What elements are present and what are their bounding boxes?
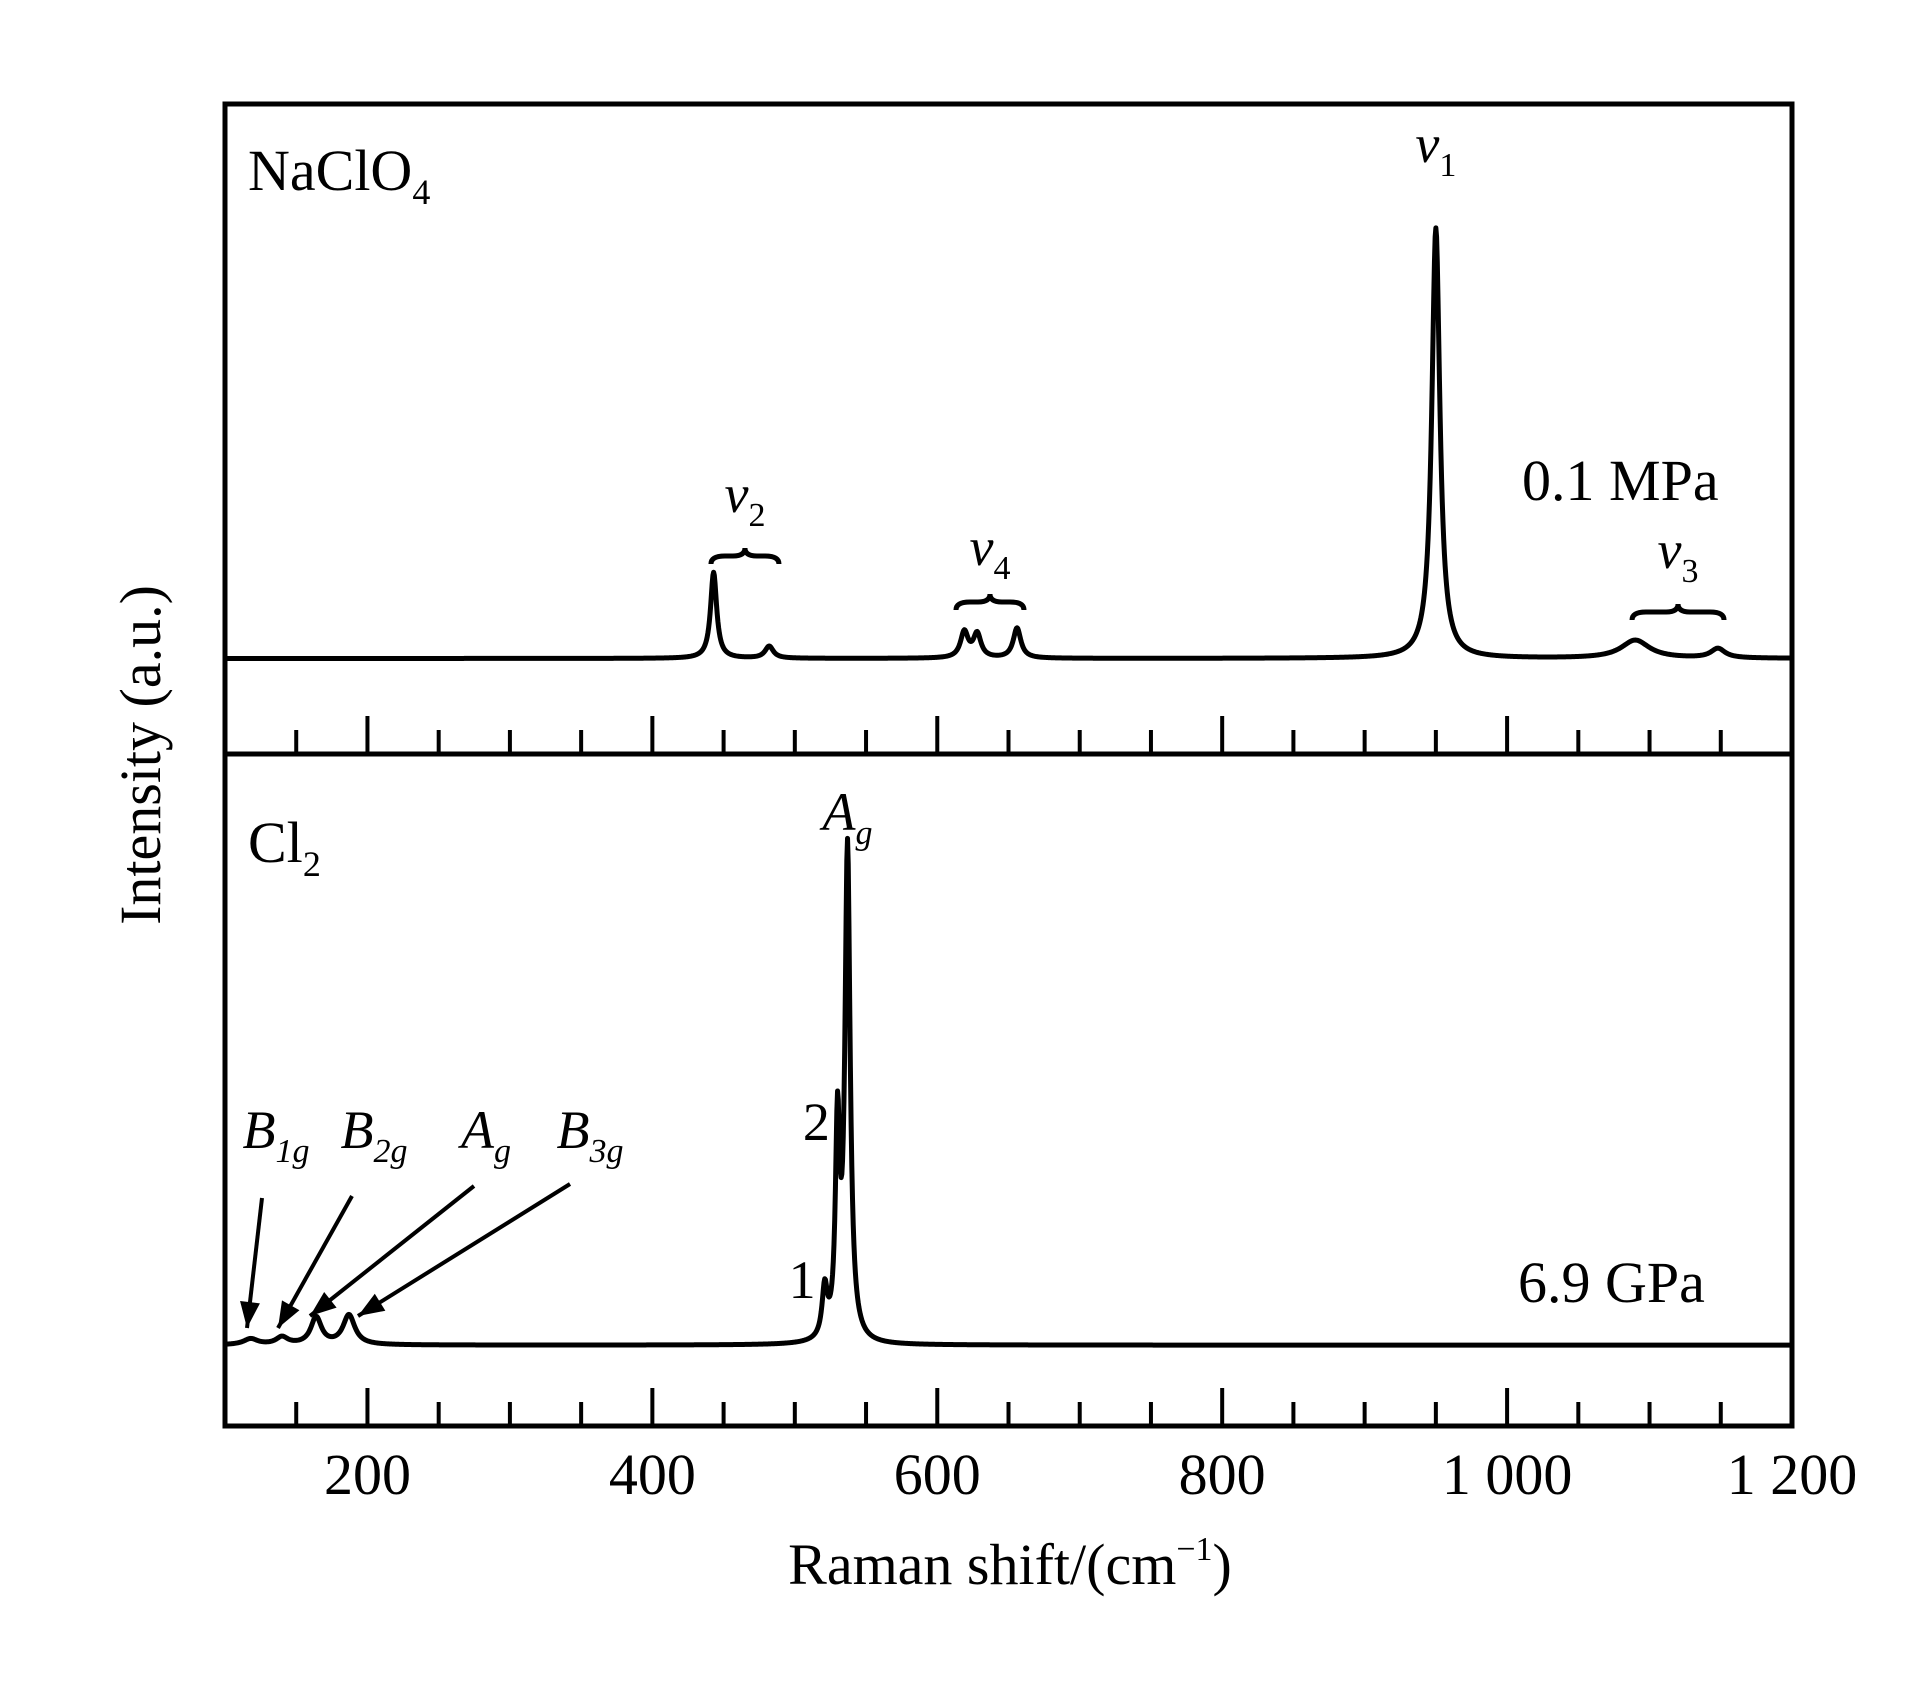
x-tick-label: 400	[609, 1442, 696, 1507]
x-tick-label: 200	[324, 1442, 411, 1507]
arrow-head	[240, 1301, 260, 1328]
peak-label: ν4	[969, 517, 1010, 587]
peak-annotations-bottom: Ag 2 1	[789, 782, 873, 1310]
peak-label: 1	[789, 1250, 816, 1310]
x-tick-label: 1 200	[1727, 1442, 1858, 1507]
arrow-shaft	[308, 1184, 476, 1318]
peak-label: ν2	[724, 464, 765, 534]
x-tick-label: 800	[1179, 1442, 1266, 1507]
x-tick-labels: 200 400 600 800 1 000 1 200	[324, 1442, 1857, 1507]
brace	[708, 547, 782, 565]
x-tick-label: 1 000	[1442, 1442, 1573, 1507]
peak-label: 2	[803, 1092, 830, 1152]
panel-frame-bottom	[222, 751, 1795, 1429]
y-axis-title: Intensity (a.u.)	[108, 585, 173, 925]
brace	[1629, 603, 1727, 621]
peak-label: Ag	[820, 782, 873, 852]
peak-label: Ag	[458, 1100, 511, 1170]
condition-label-top: 0.1 MPa	[1522, 448, 1719, 513]
sample-label-cl2: Cl2	[248, 810, 321, 884]
peak-label: B2g	[341, 1100, 408, 1170]
condition-label-bottom: 6.9 GPa	[1518, 1250, 1705, 1315]
peak-label: B3g	[557, 1100, 624, 1170]
x-ticks-top	[294, 716, 1723, 754]
panel-cl2: Ag 2 1 B1g B2g Ag B3g Cl2 6.9 GPa	[222, 751, 1795, 1429]
peak-label: ν3	[1658, 520, 1699, 590]
x-ticks-bottom	[294, 1388, 1723, 1426]
arrow-shaft	[356, 1182, 572, 1318]
sample-label-naclo4: NaClO4	[248, 138, 430, 212]
peak-label: B1g	[243, 1100, 310, 1170]
panel-naclo4: ν2 ν4 ν1 ν3 NaClO4 0.1 MPa	[222, 101, 1795, 757]
brace	[953, 593, 1027, 611]
arrow-head	[310, 1292, 337, 1316]
x-axis-title: Raman shift/(cm−1)	[788, 1531, 1232, 1597]
spectrum-line-cl2	[223, 835, 1794, 1348]
x-tick-label: 600	[894, 1442, 981, 1507]
arrow-head	[358, 1293, 386, 1316]
mode-arrows: B1g B2g Ag B3g	[240, 1100, 624, 1329]
arrow-head	[278, 1300, 300, 1328]
spectrum-line-naclo4	[223, 225, 1794, 661]
peak-annotations-top: ν2 ν4 ν1 ν3	[708, 114, 1727, 621]
peak-label: ν1	[1415, 114, 1456, 184]
